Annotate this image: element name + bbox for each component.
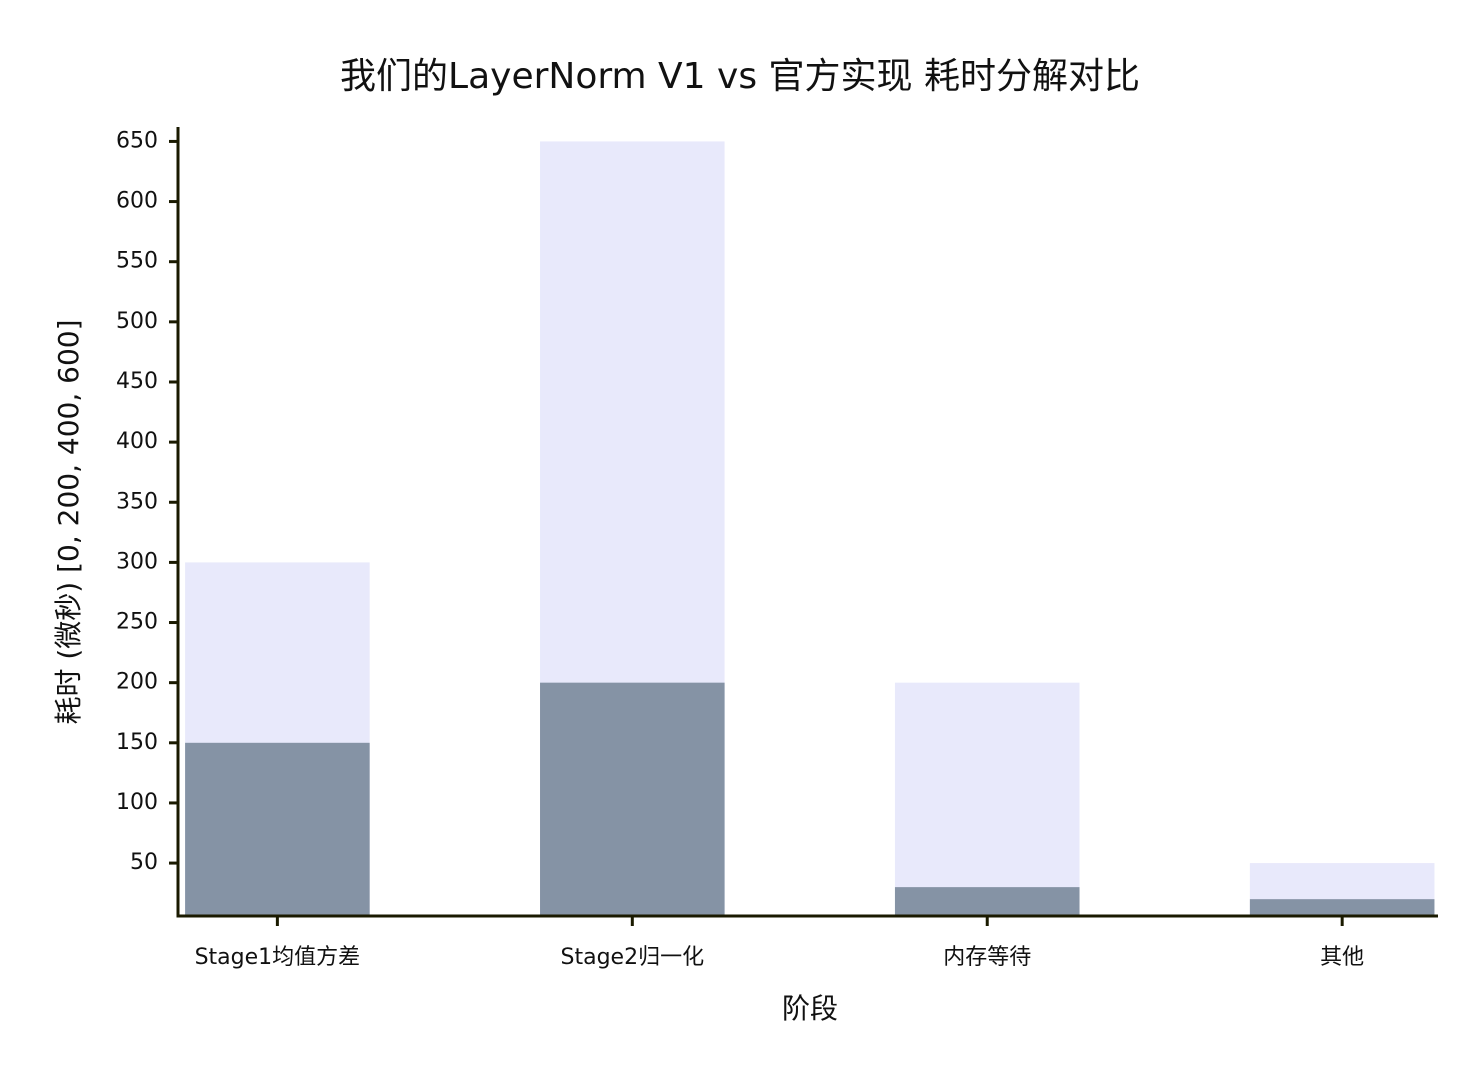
y-tick-label: 450 bbox=[116, 369, 158, 394]
x-tick-label: 其他 bbox=[1320, 945, 1364, 970]
chart-title: 我们的LayerNorm V1 vs 官方实现 耗时分解对比 bbox=[340, 56, 1140, 97]
y-tick-label: 650 bbox=[116, 128, 158, 153]
bar bbox=[1249, 899, 1435, 916]
x-tick-label: Stage2归一化 bbox=[561, 945, 705, 970]
bar bbox=[894, 887, 1080, 916]
y-axis-label: 耗时 (微秒) [0, 200, 400, 600] bbox=[52, 319, 85, 724]
y-tick-label: 50 bbox=[130, 850, 158, 875]
y-tick-label: 100 bbox=[116, 790, 158, 815]
x-tick-label: 内存等待 bbox=[943, 945, 1031, 970]
y-tick-label: 400 bbox=[116, 429, 158, 454]
y-tick-label: 300 bbox=[116, 549, 158, 574]
y-tick-label: 500 bbox=[116, 309, 158, 334]
y-tick-label: 550 bbox=[116, 249, 158, 274]
bar bbox=[540, 682, 725, 916]
y-tick-label: 250 bbox=[116, 610, 158, 635]
y-tick-label: 350 bbox=[116, 489, 158, 514]
y-tick-label: 150 bbox=[116, 730, 158, 755]
bar bbox=[185, 742, 370, 916]
x-tick-label: Stage1均值方差 bbox=[195, 945, 361, 970]
x-axis-label: 阶段 bbox=[782, 992, 838, 1025]
y-tick-label: 600 bbox=[116, 189, 158, 214]
bar bbox=[894, 682, 1080, 916]
y-tick-label: 200 bbox=[116, 670, 158, 695]
